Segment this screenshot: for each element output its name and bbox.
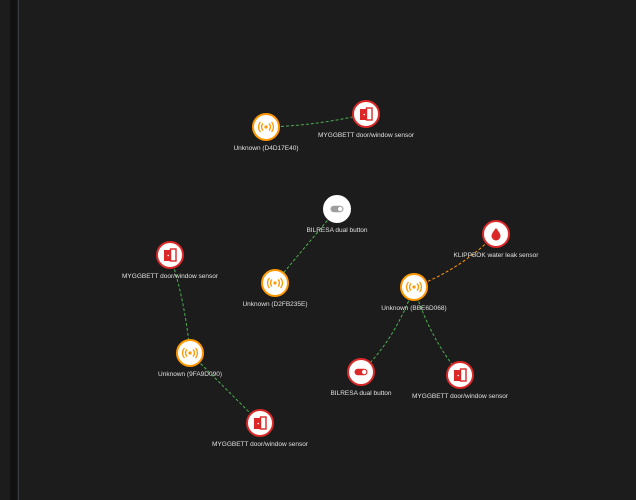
node-label: KLIPPBOK water leak sensor (454, 252, 540, 259)
link-I-J (360, 286, 415, 373)
node-label: MYGGBETT door/window sensor (212, 441, 309, 448)
link-F-G (189, 352, 261, 424)
link-I-H (413, 233, 497, 288)
sidebar-edge (10, 0, 17, 500)
node-label: Unknown (D4D17E40) (233, 145, 298, 152)
device-node[interactable]: MYGGBETT door/window sensor (412, 361, 509, 400)
node-label: Unknown (D2FB235E) (242, 301, 307, 308)
node-label: Unknown (BBE6D068) (381, 305, 446, 312)
device-node[interactable]: Unknown (D2FB235E) (242, 269, 308, 308)
node-label: BILRESA dual button (306, 227, 367, 234)
door-window-icon (164, 248, 177, 262)
node-label: MYGGBETT door/window sensor (412, 393, 509, 400)
device-node[interactable]: MYGGBETT door/window sensor (212, 409, 309, 448)
node-label: BILRESA dual button (330, 390, 391, 397)
link-E-F (169, 254, 191, 354)
device-node[interactable]: Unknown (BBE6D068) (381, 273, 447, 312)
link-A-B (265, 113, 367, 128)
radio-waves-icon (267, 277, 283, 289)
radio-waves-icon (406, 281, 422, 293)
device-node[interactable]: BILRESA dual button (306, 195, 368, 234)
node-label: MYGGBETT door/window sensor (318, 132, 415, 139)
door-window-icon (360, 107, 373, 121)
node-label: Unknown (9FA9D090) (158, 371, 222, 378)
device-node[interactable]: BILRESA dual button (330, 358, 392, 397)
toggle-icon (330, 205, 344, 213)
door-window-icon (254, 416, 267, 430)
device-node[interactable]: MYGGBETT door/window sensor (318, 100, 415, 139)
sidebar-divider (18, 0, 19, 500)
link-C-D (274, 208, 338, 284)
door-window-icon (454, 368, 467, 382)
water-drop-icon (491, 228, 501, 241)
node-label: MYGGBETT door/window sensor (122, 273, 219, 280)
device-node[interactable]: KLIPPBOK water leak sensor (454, 220, 540, 259)
device-node[interactable]: MYGGBETT door/window sensor (122, 241, 219, 280)
radio-waves-icon (258, 121, 274, 133)
device-node[interactable]: Unknown (D4D17E40) (233, 113, 299, 152)
toggle-icon (354, 368, 368, 376)
link-I-K (413, 286, 461, 376)
radio-waves-icon (182, 347, 198, 359)
device-node[interactable]: Unknown (9FA9D090) (158, 339, 222, 378)
